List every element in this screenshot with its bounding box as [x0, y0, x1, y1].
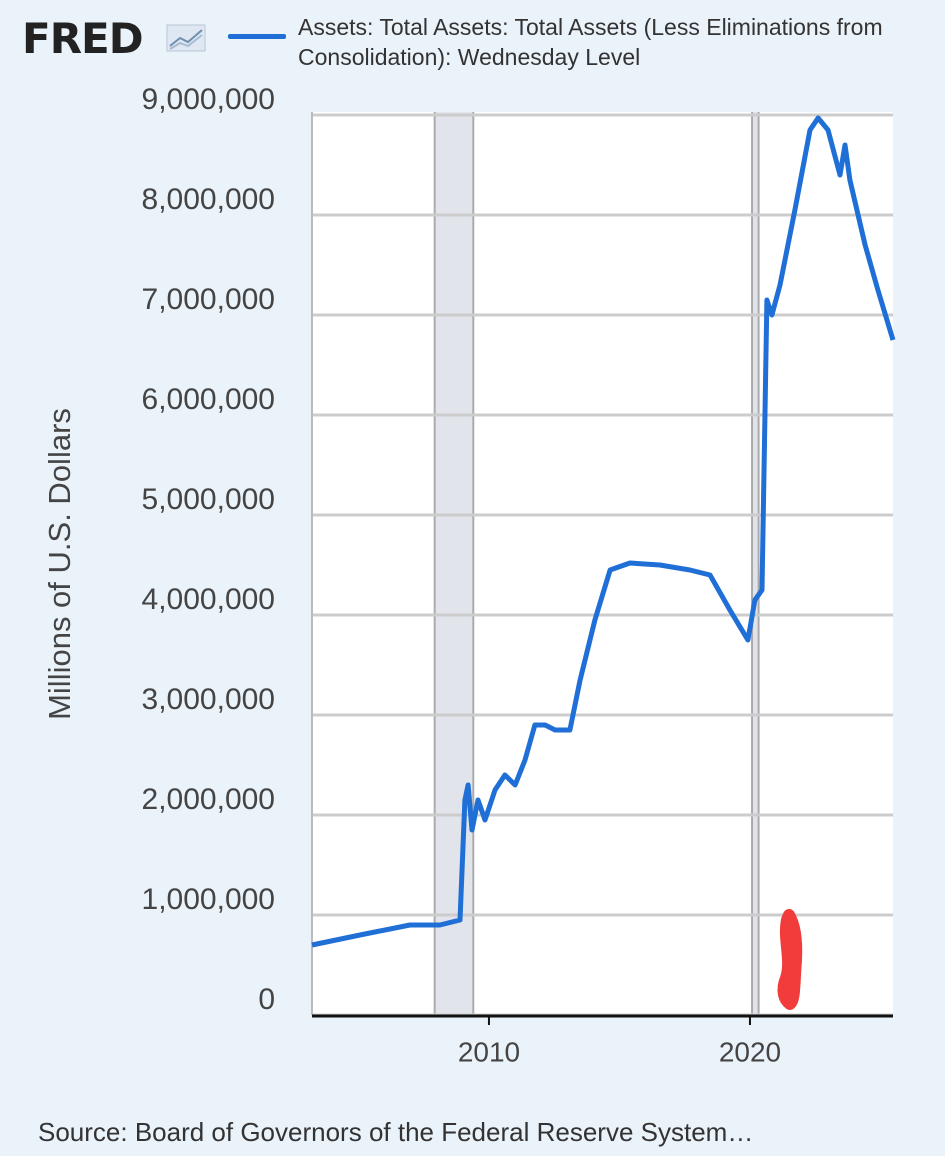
recession-shade [434, 112, 474, 1015]
annotation-mark [777, 909, 803, 1010]
y-tick-label: 1,000,000 [142, 883, 275, 916]
y-tick-label: 3,000,000 [142, 683, 275, 716]
y-tick-label: 4,000,000 [142, 583, 275, 616]
legend-label: Assets: Total Assets: Total Assets (Less… [298, 14, 883, 70]
y-tick-label: 5,000,000 [142, 483, 275, 516]
source: Source: Board of Governors of the Federa… [38, 1117, 753, 1147]
y-tick-label: 0 [258, 983, 275, 1016]
y-tick-label: 6,000,000 [142, 383, 275, 416]
y-tick-label: 7,000,000 [142, 283, 275, 316]
plot-area [312, 112, 893, 1015]
logo: FRED [22, 14, 144, 63]
x-tick-label: 2010 [458, 1036, 520, 1067]
recession-shade [752, 112, 759, 1015]
series-line [311, 115, 896, 948]
y-tick-label: 8,000,000 [142, 183, 275, 216]
y-axis-label: Millions of U.S. Dollars [42, 408, 77, 720]
logo-icon [166, 24, 206, 52]
y-tick-label: 2,000,000 [142, 783, 275, 816]
y-tick-label: 9,000,000 [142, 83, 275, 116]
x-tick-label: 2020 [719, 1036, 781, 1067]
legend-line [228, 34, 286, 39]
